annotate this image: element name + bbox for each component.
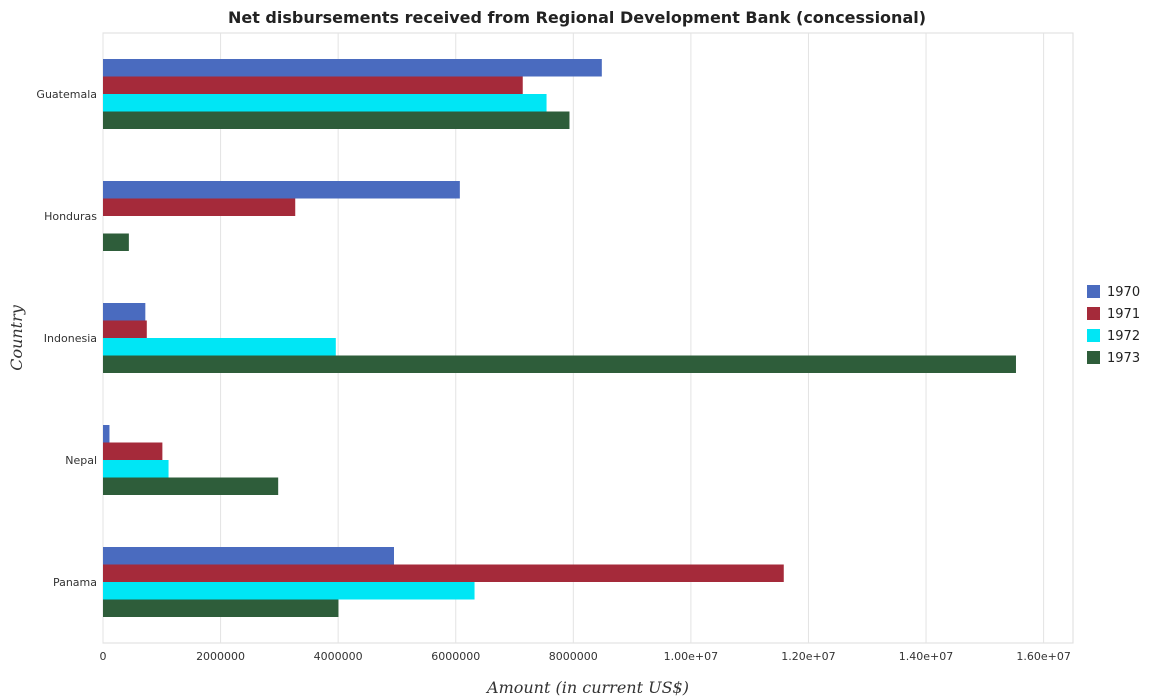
legend-label: 1972 xyxy=(1107,329,1140,344)
bar-1972-panama xyxy=(103,582,475,600)
legend-swatch xyxy=(1087,307,1100,320)
bar-1971-panama xyxy=(103,564,784,582)
x-tick-label: 2000000 xyxy=(196,650,245,663)
bar-1971-indonesia xyxy=(103,320,147,338)
legend-swatch xyxy=(1087,329,1100,342)
bar-1971-nepal xyxy=(103,442,163,460)
bar-1973-honduras xyxy=(103,233,129,251)
bar-1972-indonesia xyxy=(103,338,336,356)
x-tick-label: 6000000 xyxy=(431,650,480,663)
bar-1973-guatemala xyxy=(103,111,570,129)
x-axis-label: Amount (in current US$) xyxy=(485,678,689,697)
legend: 1970 1971 1972 1973 xyxy=(1087,285,1140,366)
y-axis-label: Country xyxy=(7,304,26,371)
grid-lines xyxy=(102,33,1045,643)
x-tick-label: 8000000 xyxy=(549,650,598,663)
x-tick-label: 1.20e+07 xyxy=(781,650,835,663)
bar-1970-guatemala xyxy=(103,59,602,77)
x-tick-label: 0 xyxy=(100,650,107,663)
legend-label: 1971 xyxy=(1107,307,1140,322)
x-tick-labels: 0 2000000 4000000 6000000 8000000 1.00e+07 1.2… xyxy=(100,650,1071,663)
x-tick-label: 1.40e+07 xyxy=(899,650,953,663)
bar-1972-guatemala xyxy=(103,94,547,112)
bar-1971-honduras xyxy=(103,198,296,216)
y-tick-label: Indonesia xyxy=(44,332,97,345)
bar-1970-honduras xyxy=(103,181,460,199)
bar-1971-guatemala xyxy=(103,76,523,94)
x-tick-label: 1.00e+07 xyxy=(664,650,718,663)
bar-1972-nepal xyxy=(103,460,169,478)
legend-label: 1973 xyxy=(1107,351,1140,366)
legend-swatch xyxy=(1087,285,1100,298)
y-tick-labels: Guatemala Honduras Indonesia Nepal Panama xyxy=(36,88,97,589)
bar-1973-indonesia xyxy=(103,355,1016,373)
y-tick-label: Honduras xyxy=(44,210,97,223)
y-tick-label: Panama xyxy=(53,576,97,589)
x-tick-label: 4000000 xyxy=(314,650,363,663)
y-tick-label: Guatemala xyxy=(36,88,97,101)
legend-label: 1970 xyxy=(1107,285,1140,300)
bars xyxy=(103,59,1016,617)
legend-swatch xyxy=(1087,351,1100,364)
bar-1970-indonesia xyxy=(103,303,146,321)
x-tick-label: 1.60e+07 xyxy=(1016,650,1070,663)
bar-1970-nepal xyxy=(103,425,110,443)
y-tick-label: Nepal xyxy=(65,454,97,467)
bar-1973-panama xyxy=(103,599,339,617)
bar-1973-nepal xyxy=(103,477,279,495)
chart-title: Net disbursements received from Regional… xyxy=(227,8,927,27)
bar-1970-panama xyxy=(103,547,394,565)
